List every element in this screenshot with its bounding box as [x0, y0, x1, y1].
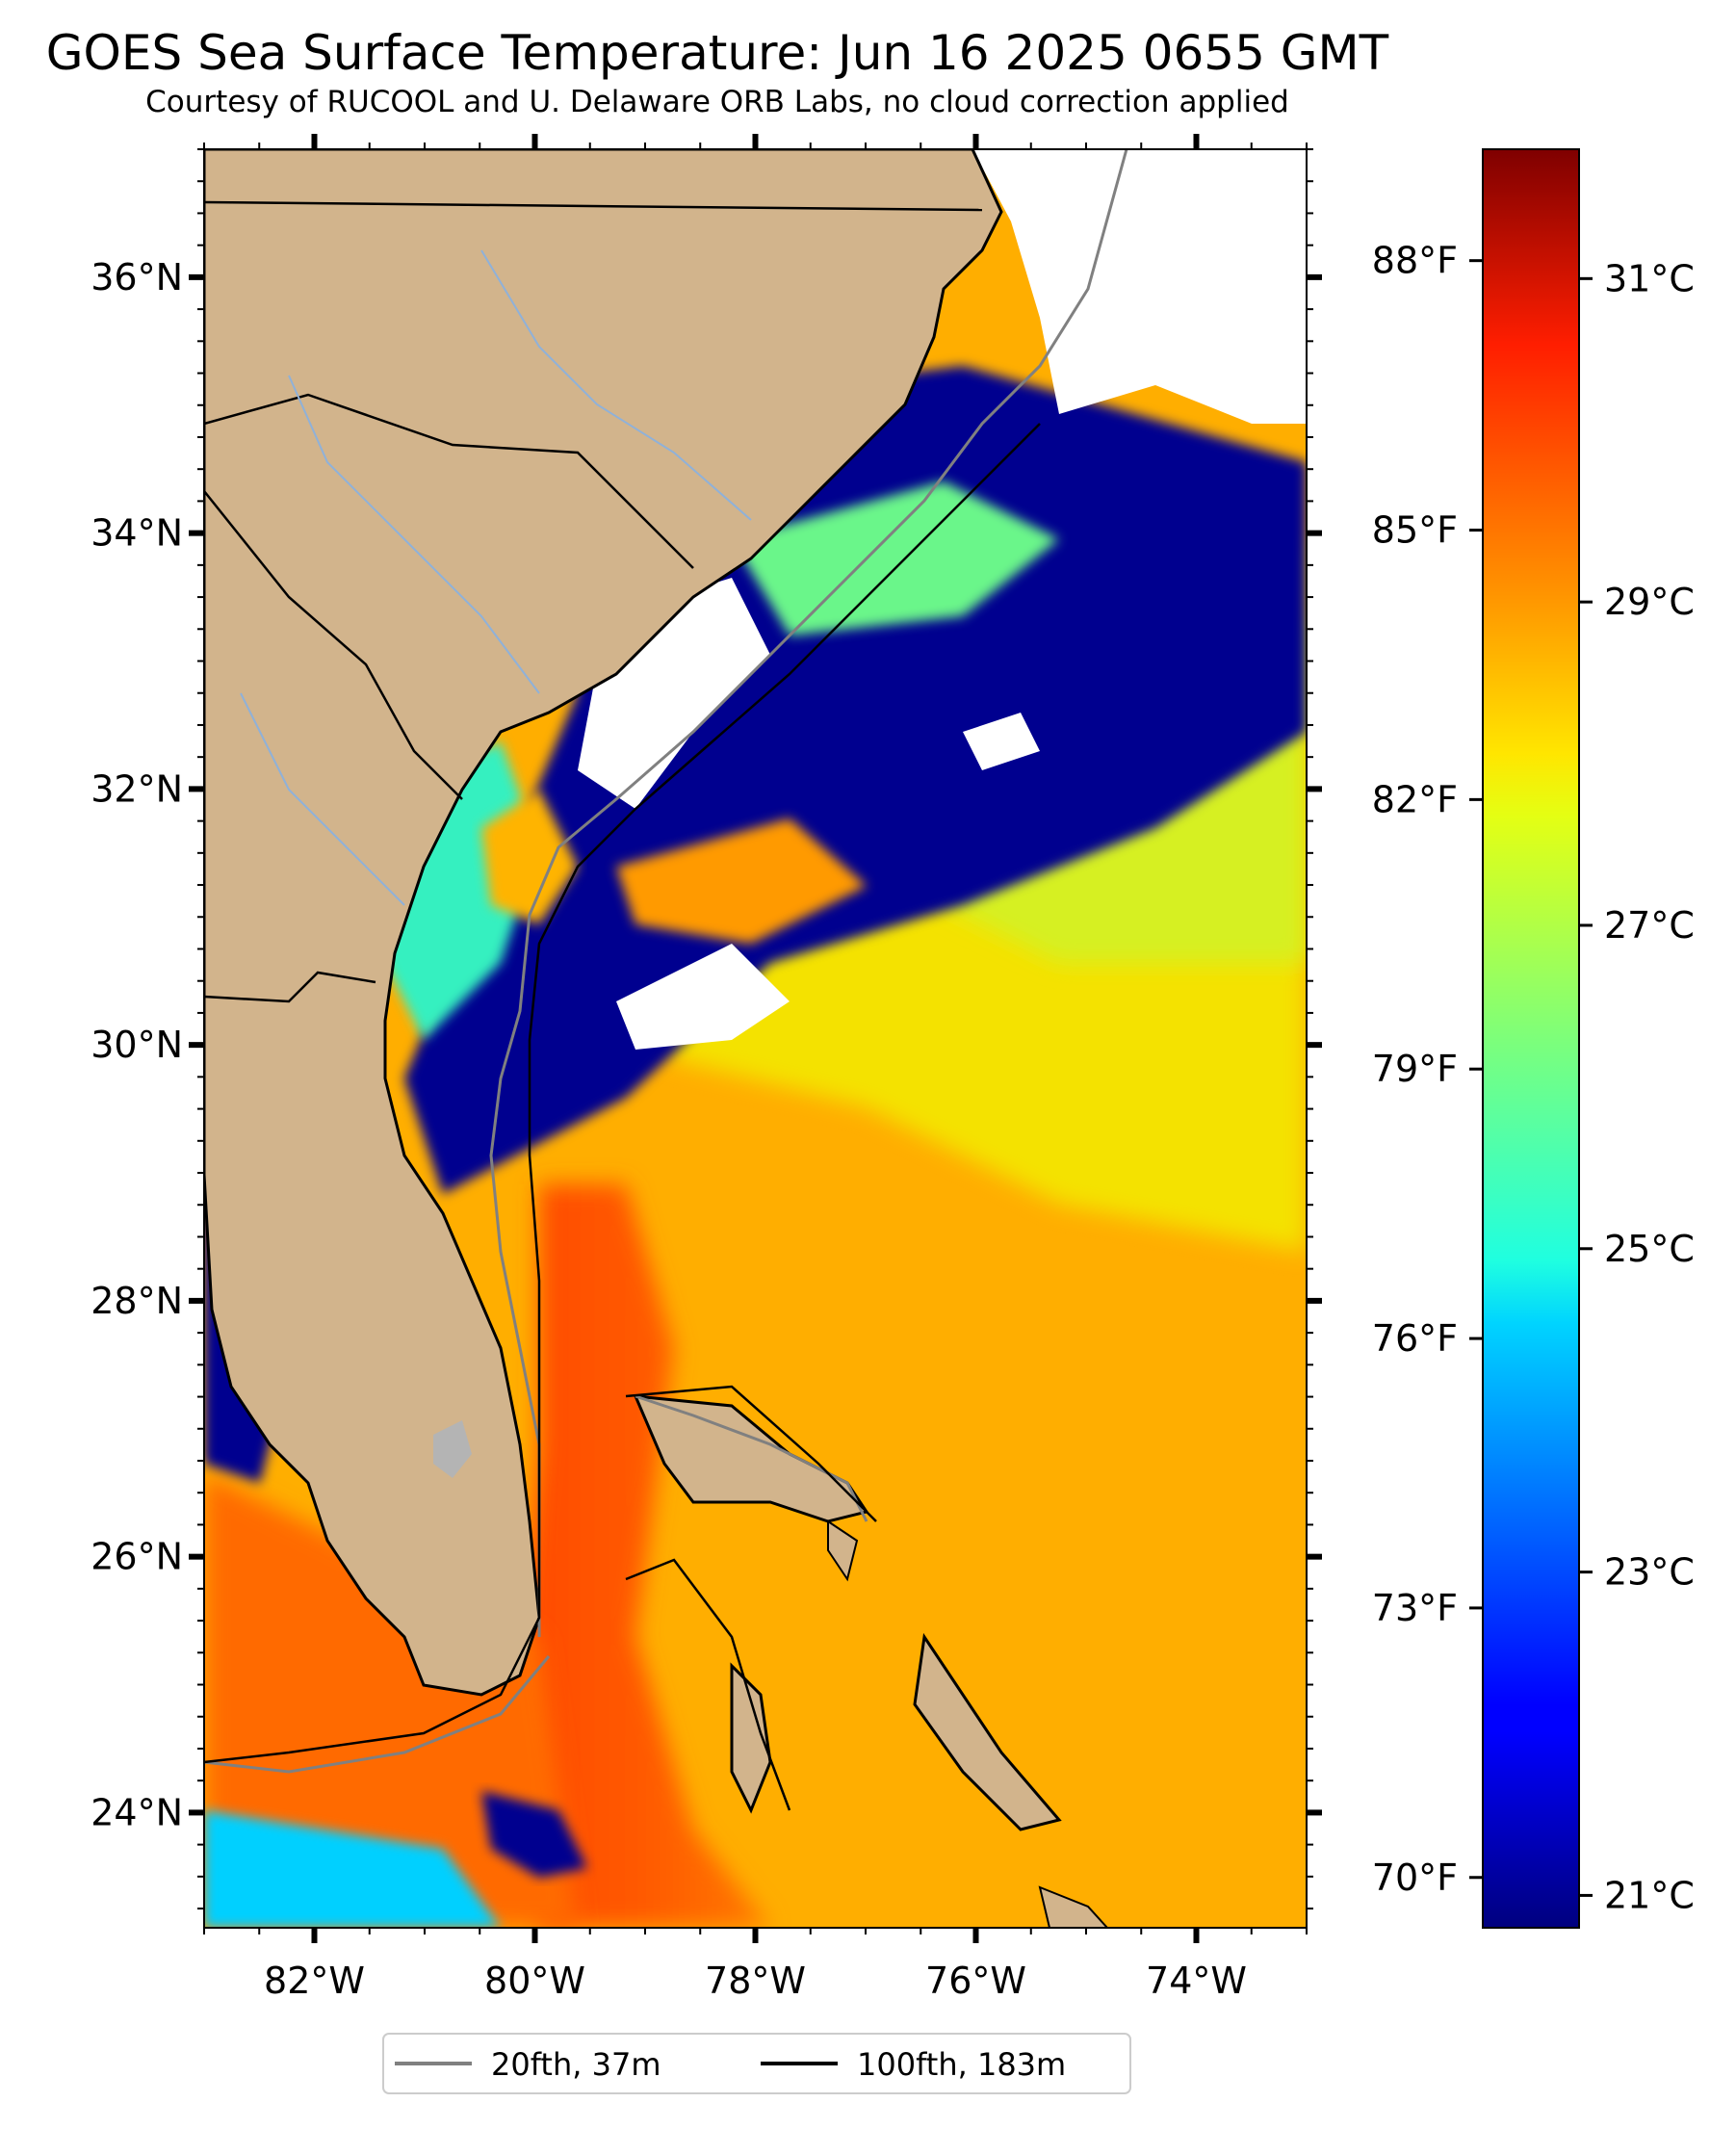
isobath-100fth-bahamas-north: [625, 1385, 877, 1522]
legend-label: 100fth, 183m: [857, 2046, 1066, 2083]
fahrenheit-tick-label: 85°F: [1372, 509, 1458, 552]
border-nc-sc: [204, 393, 694, 569]
lake-okeechobee: [433, 1420, 472, 1478]
cloud-area-small: [963, 713, 1040, 770]
lat-tick-label: 28°N: [91, 1280, 183, 1322]
sst-keys-cyan: [204, 1810, 501, 1928]
figure-subtitle: Courtesy of RUCOOL and U. Delaware ORB L…: [145, 85, 1289, 119]
lat-tick-label: 36°N: [91, 256, 183, 299]
border-ga-fl: [204, 971, 376, 1003]
celsius-tick-label: 31°C: [1604, 257, 1695, 299]
celsius-tick-label: 25°C: [1604, 1228, 1695, 1270]
fahrenheit-tick-label: 79°F: [1372, 1048, 1458, 1090]
legend-label: 20fth, 37m: [491, 2046, 661, 2083]
river-1: [480, 249, 752, 521]
florida-straits-warm: [204, 1473, 578, 1928]
island-abaco: [827, 1519, 859, 1582]
lon-tick-label: 78°W: [705, 1960, 806, 2002]
isobath-20fth-bahamas: [635, 1394, 868, 1522]
lat-tick-label: 32°N: [91, 767, 183, 810]
celsius-tick-label: 21°C: [1604, 1874, 1695, 1916]
map-ticks: [189, 134, 1322, 1943]
isobath-100fth-us-coast: [204, 423, 1041, 1764]
sst-green-patch-north: [732, 481, 1059, 636]
lat-tick-label: 24°N: [91, 1791, 183, 1833]
fahrenheit-tick-label: 82°F: [1372, 778, 1458, 820]
sst-orange-patch: [481, 790, 578, 924]
lat-tick-label: 34°N: [91, 512, 183, 555]
border-sc-ga: [204, 490, 463, 800]
figure-title: GOES Sea Surface Temperature: Jun 16 202…: [45, 25, 1389, 81]
sst-cold-cay-sal: [481, 1791, 587, 1878]
sst-orange-eddy: [616, 818, 867, 944]
fahrenheit-tick-label: 76°F: [1372, 1317, 1458, 1360]
lon-tick-label: 80°W: [484, 1960, 585, 2002]
fahrenheit-tick-label: 88°F: [1372, 240, 1458, 282]
lon-tick-label: 74°W: [1146, 1960, 1247, 2002]
lat-tick-label: 26°N: [91, 1536, 183, 1578]
sst-map: [204, 149, 1307, 1928]
island-exuma: [1038, 1885, 1109, 1928]
colorbar-ticks: [1469, 259, 1593, 1897]
river-2: [288, 375, 540, 694]
isobath-20fth-keys: [204, 1655, 551, 1774]
colorbar: [1482, 148, 1580, 1929]
isobath-100fth-tongue-of-ocean: [625, 1558, 791, 1811]
celsius-tick-label: 29°C: [1604, 581, 1695, 623]
cloud-area-offshore: [616, 944, 790, 1050]
legend-box: [382, 2033, 1131, 2094]
island-andros: [730, 1662, 772, 1814]
lon-tick-label: 82°W: [264, 1960, 365, 2002]
gulf-stream-warm-core: [520, 1184, 770, 1928]
lat-tick-label: 30°N: [91, 1024, 183, 1066]
island-eleuthera: [913, 1632, 1062, 1831]
colorbar-labels: 21°C 23°C 25°C 27°C 29°C 31°C 70°F 73°F 76°F 79°F…: [1372, 240, 1695, 1917]
isobath-20fth-us-coast: [489, 149, 1128, 1637]
fahrenheit-tick-label: 70°F: [1372, 1856, 1458, 1899]
legend: 20fth, 37m 100fth, 183m: [395, 2046, 1066, 2083]
border-virginia-nc: [204, 200, 983, 212]
river-3: [240, 692, 405, 906]
land-southeast-us: [204, 149, 1003, 1697]
cloud-area-north: [972, 149, 1307, 424]
celsius-tick-label: 23°C: [1604, 1551, 1695, 1594]
island-grand-bahama: [633, 1394, 869, 1523]
map-labels: 82°W 80°W 78°W 76°W 74°W 24°N 26°N 28°N 30°N 32°N…: [91, 256, 1247, 2002]
fahrenheit-tick-label: 73°F: [1372, 1587, 1458, 1629]
celsius-tick-label: 27°C: [1604, 904, 1695, 947]
lon-tick-label: 76°W: [925, 1960, 1026, 2002]
